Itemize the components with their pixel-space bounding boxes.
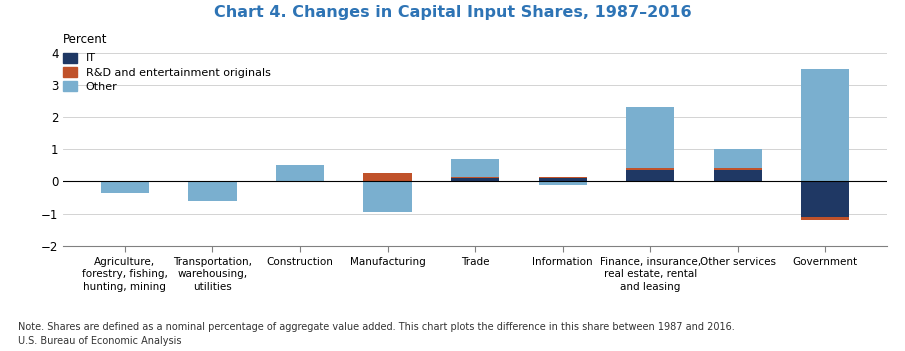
Bar [451,178,500,181]
Text: Chart 4. Changes in Capital Input Shares, 1987–2016: Chart 4. Changes in Capital Input Shares… [214,5,691,20]
Bar [626,170,674,181]
Bar [801,217,850,220]
Bar [276,165,324,181]
Bar [626,107,674,168]
Bar [538,181,586,185]
Bar [714,170,762,181]
Bar [538,177,586,178]
Text: U.S. Bureau of Economic Analysis: U.S. Bureau of Economic Analysis [18,336,182,346]
Bar [100,181,149,193]
Bar [801,181,850,217]
Bar [714,148,762,168]
Bar [451,159,500,177]
Text: Percent: Percent [63,33,108,46]
Bar [538,178,586,181]
Text: Note. Shares are defined as a nominal percentage of aggregate value added. This : Note. Shares are defined as a nominal pe… [18,322,735,332]
Bar [801,69,850,181]
Bar [188,181,236,201]
Bar [451,177,500,178]
Bar [364,173,412,181]
Bar [626,168,674,170]
Bar [364,181,412,212]
Legend: IT, R&D and entertainment originals, Other: IT, R&D and entertainment originals, Oth… [63,53,271,92]
Bar [714,168,762,170]
